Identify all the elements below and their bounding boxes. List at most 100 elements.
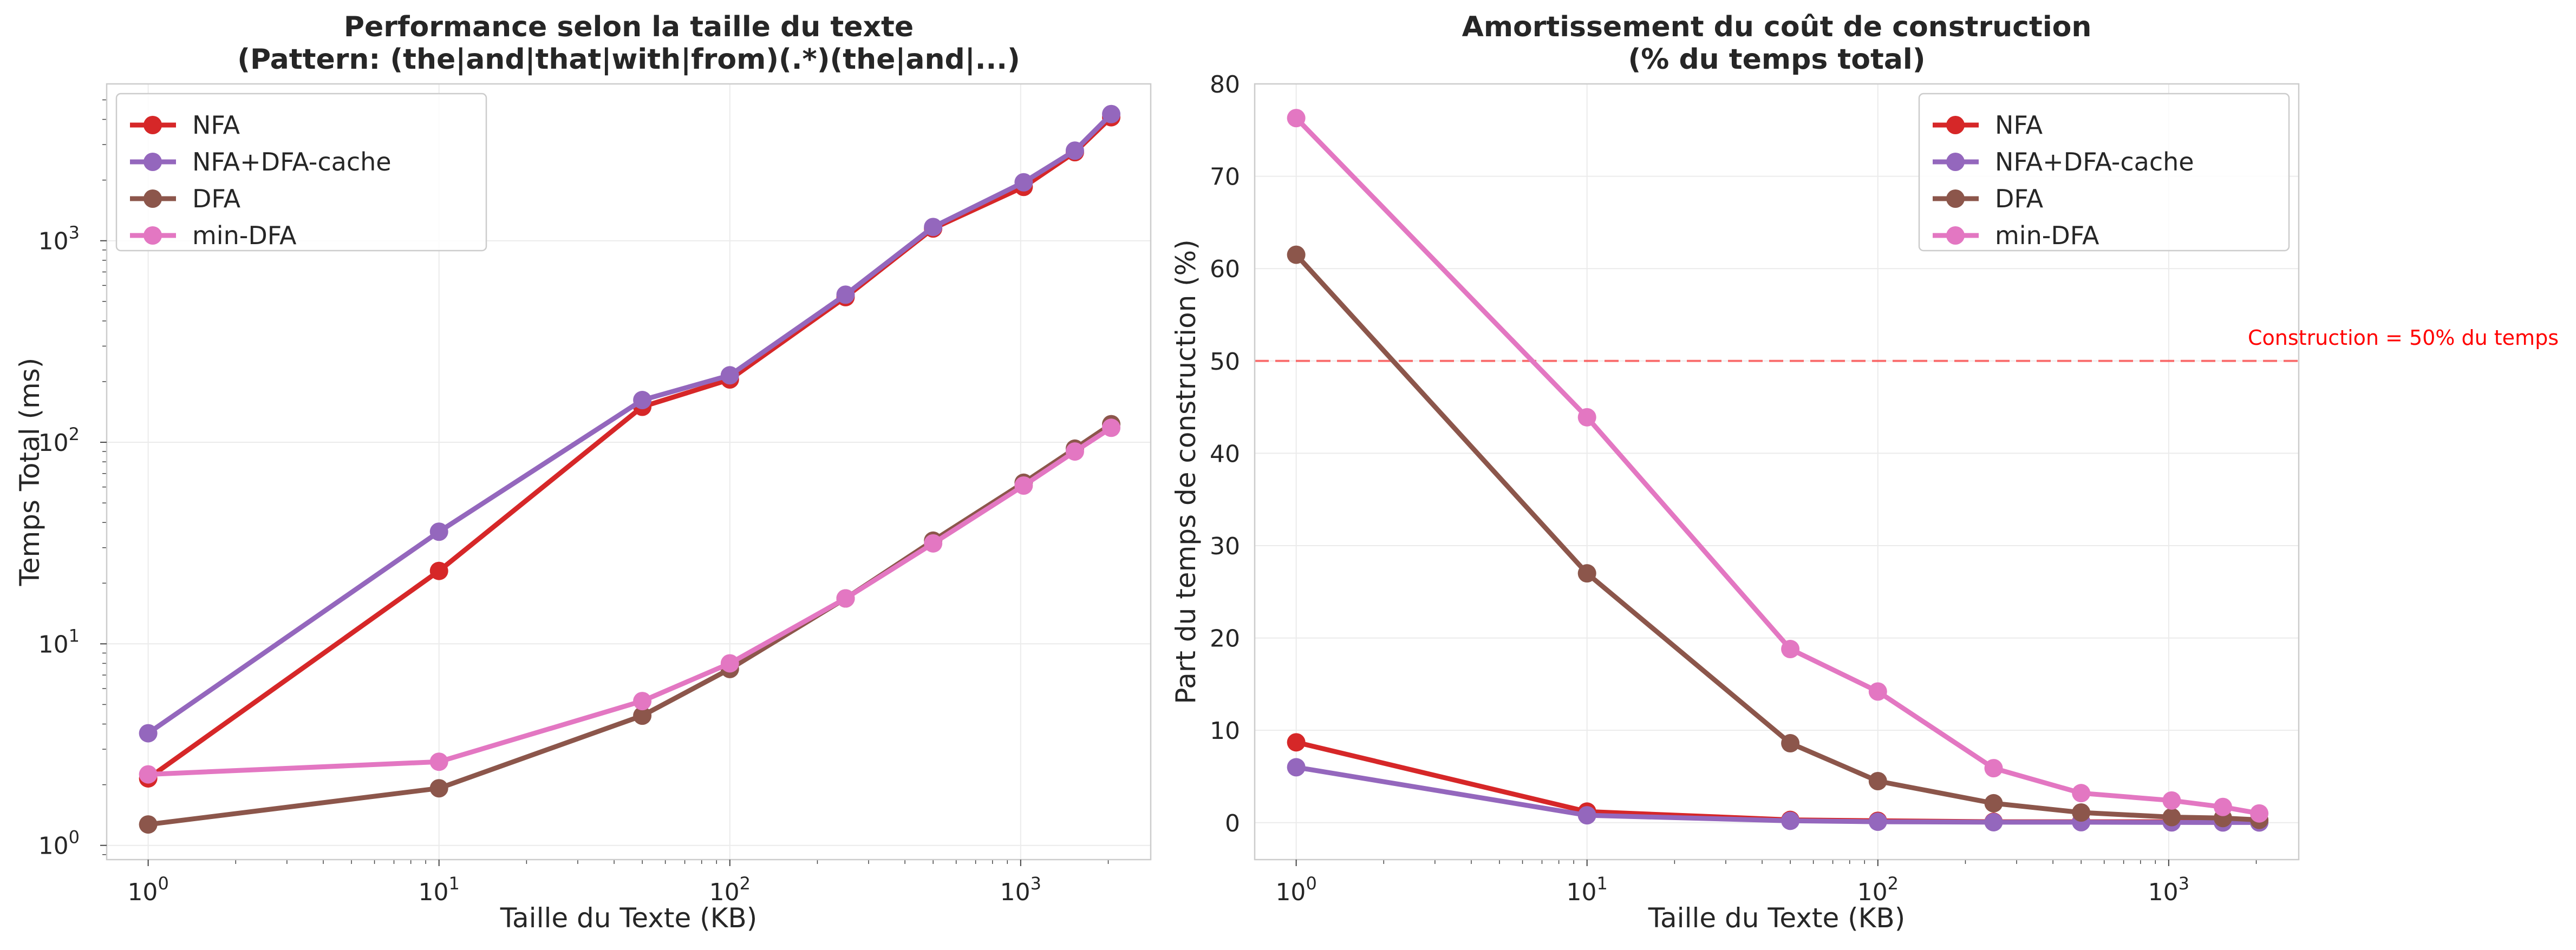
legend-item: DFA xyxy=(1933,184,2044,213)
data-point xyxy=(1287,245,1306,264)
legend-label: DFA xyxy=(192,184,241,213)
x-minor-ticks xyxy=(235,860,1109,864)
legend-item: min-DFA xyxy=(1933,221,2099,250)
data-point xyxy=(1287,758,1306,777)
data-point xyxy=(1102,104,1121,123)
data-point xyxy=(1984,813,2003,831)
y-tick-label: 80 xyxy=(1210,71,1240,99)
y-axis-label: Temps Total (ms) xyxy=(14,358,45,587)
series-line xyxy=(1294,739,2262,825)
x-minor-ticks xyxy=(1383,860,2257,864)
data-point xyxy=(2162,791,2181,810)
data-point xyxy=(139,815,158,834)
data-point xyxy=(1781,640,1800,659)
x-tick-label: 103 xyxy=(1000,873,1041,906)
x-tick-label: 102 xyxy=(1857,873,1899,906)
legend-label: min-DFA xyxy=(192,221,297,250)
data-point xyxy=(1065,442,1084,461)
data-point xyxy=(1014,173,1033,192)
y-tick-label: 103 xyxy=(38,222,80,255)
y-tick-label: 30 xyxy=(1210,533,1240,560)
legend-box xyxy=(115,93,487,252)
legend: NFA NFA+DFA-cache DFA min-DFA xyxy=(115,93,487,252)
data-point xyxy=(429,779,448,798)
data-point xyxy=(2250,804,2269,823)
data-point xyxy=(1781,811,1800,830)
x-tick-label: 100 xyxy=(127,873,168,906)
data-point xyxy=(1984,759,2003,778)
legend-label: NFA+DFA-cache xyxy=(192,147,392,176)
data-point xyxy=(429,561,448,580)
data-point xyxy=(1781,734,1800,753)
legend-swatch-marker xyxy=(1946,116,1965,134)
legend-swatch-marker xyxy=(1946,226,1965,245)
legend: NFA NFA+DFA-cache DFA min-DFA xyxy=(1918,93,2290,252)
data-point xyxy=(429,522,448,541)
data-point xyxy=(2162,808,2181,827)
x-tick-label: 103 xyxy=(2148,873,2189,906)
y-tick-label: 0 xyxy=(1225,810,1240,837)
legend-swatch-marker xyxy=(1946,189,1965,208)
legend-item: min-DFA xyxy=(130,221,297,250)
data-point xyxy=(2072,784,2091,803)
legend-item: NFA xyxy=(1933,110,2043,140)
y-tick-label: 70 xyxy=(1210,163,1240,191)
y-tick-label: 40 xyxy=(1210,440,1240,468)
chart-title-line-1: Performance selon la taille du texte xyxy=(344,11,914,43)
x-axis-label: Taille du Texte (KB) xyxy=(1648,902,1905,934)
plot-frame xyxy=(1254,83,2300,861)
series-dfa xyxy=(1287,245,2269,829)
data-point xyxy=(2213,797,2232,816)
y-tick-label: 100 xyxy=(38,827,80,860)
legend-label: NFA xyxy=(192,110,240,140)
legend-item: NFA+DFA-cache xyxy=(130,147,392,176)
chart-title-line-1: Amortissement du coût de construction xyxy=(1462,11,2092,43)
legend-item: NFA xyxy=(130,110,240,140)
y-tick-label: 102 xyxy=(38,424,80,457)
series-line xyxy=(146,422,1114,827)
data-point xyxy=(633,692,652,711)
y-minor-ticks xyxy=(102,99,107,855)
y-tick-label: 60 xyxy=(1210,255,1240,283)
data-point xyxy=(139,765,158,784)
data-point xyxy=(1868,813,1887,831)
x-tick-label: 101 xyxy=(1567,873,1608,906)
y-tick-label: 50 xyxy=(1210,348,1240,376)
data-point xyxy=(836,285,855,304)
legend-label: NFA xyxy=(1995,110,2043,140)
y-tick-label: 20 xyxy=(1210,625,1240,653)
legend-box xyxy=(1918,93,2290,252)
data-point xyxy=(720,366,739,385)
series-min-dfa xyxy=(1287,109,2269,823)
data-point xyxy=(2072,803,2091,822)
y-tick-label: 10 xyxy=(1210,717,1240,745)
legend-label: NFA+DFA-cache xyxy=(1995,147,2194,176)
legend-swatch-marker xyxy=(144,116,162,134)
x-tick-label: 100 xyxy=(1275,873,1316,906)
data-point xyxy=(1577,564,1596,583)
data-point xyxy=(139,724,158,743)
series-min-dfa xyxy=(139,418,1121,784)
data-point xyxy=(1984,794,2003,813)
chart-title-line-2: (Pattern: (the|and|that|with|from)(.*)(t… xyxy=(237,43,1020,76)
data-point xyxy=(1577,408,1596,427)
data-point xyxy=(924,218,943,237)
legend-label: min-DFA xyxy=(1995,221,2099,250)
plot-frame xyxy=(106,83,1152,861)
legend-swatch-marker xyxy=(144,226,162,245)
chart-title-line-2: (% du temps total) xyxy=(1628,43,1925,76)
legend-item: NFA+DFA-cache xyxy=(1933,147,2194,176)
data-point xyxy=(633,706,652,725)
data-point xyxy=(924,534,943,553)
legend-swatch-marker xyxy=(144,153,162,171)
series-line xyxy=(1294,252,2262,823)
data-point xyxy=(1287,109,1306,128)
y-axis-label: Part du temps de construction (%) xyxy=(1170,239,1202,704)
data-point xyxy=(1577,806,1596,825)
data-point xyxy=(1102,418,1121,437)
data-point xyxy=(1868,682,1887,701)
data-point xyxy=(1014,476,1033,495)
data-point xyxy=(1868,771,1887,790)
